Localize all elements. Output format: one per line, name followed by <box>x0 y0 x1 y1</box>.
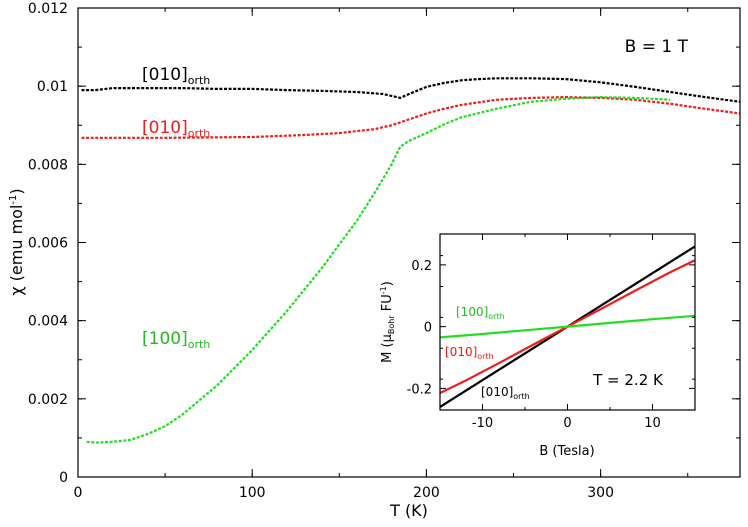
main-series-1 <box>81 95 741 139</box>
main-ytick-label: 0.01 <box>37 79 68 95</box>
inset-ticks: -10 0 10 -0.2 0 0.2 <box>407 234 696 431</box>
main-ytick-label: 0.006 <box>28 236 68 252</box>
main-xtick-label: 100 <box>239 485 266 501</box>
main-ytick-label: 0.002 <box>28 392 68 408</box>
main-series-0 <box>81 77 741 103</box>
main-ytick-label: 0.008 <box>28 157 68 173</box>
inset-label-red: [010]orth <box>445 345 494 361</box>
main-series-2 <box>86 95 671 444</box>
inset-ytick-label: -0.2 <box>407 382 432 397</box>
inset-y-axis-title: M (μBohr FU-1) <box>379 281 396 363</box>
main-x-axis-title: T (K) <box>389 501 428 520</box>
main-xtick-label: 200 <box>413 485 440 501</box>
main-xtick-label: 300 <box>587 485 614 501</box>
inset-label-green: [100]orth <box>456 305 505 321</box>
main-xtick-label: 0 <box>74 485 83 501</box>
main-series-group <box>81 77 741 444</box>
inset-xtick-label: 0 <box>563 416 571 431</box>
main-chart: 0 100 200 30000.0020.0040.0060.0080.010.012… <box>7 1 741 520</box>
inset-xtick-label: 10 <box>644 416 661 431</box>
inset-x-axis-title: B (Tesla) <box>539 444 594 459</box>
inset-series-2 <box>439 314 696 339</box>
inset-series-group <box>439 245 696 408</box>
main-ytick-label: 0.012 <box>28 1 68 17</box>
main-label-black: [010]orth <box>142 65 210 87</box>
main-label-green: [100]orth <box>142 329 210 351</box>
inset-label-black: [010]orth <box>481 385 530 401</box>
inset-ytick-label: 0.2 <box>411 259 432 274</box>
main-ytick-label: 0 <box>59 470 68 486</box>
main-annotation-field: B = 1 T <box>625 37 689 57</box>
inset-ytick-label: 0 <box>424 321 432 336</box>
inset-annotation-temperature: T = 2.2 K <box>592 371 664 389</box>
inset-xtick-label: -10 <box>472 416 493 431</box>
main-y-axis-title: χ (emu mol-1) <box>7 188 26 295</box>
main-ytick-label: 0.004 <box>28 314 68 330</box>
inset-chart: -10 0 10 -0.2 0 0.2 T = 2.2 K [100]orth [010]… <box>379 233 696 459</box>
main-label-red: [010]orth <box>142 118 210 140</box>
